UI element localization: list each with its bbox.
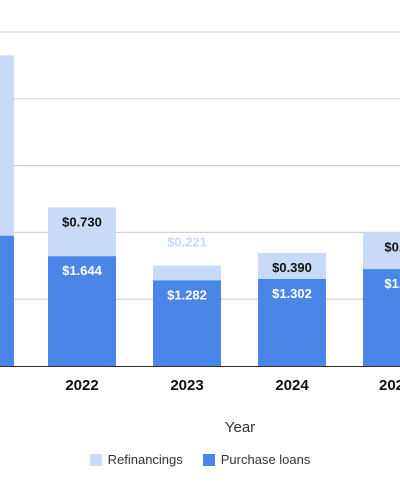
bar-refinancings bbox=[153, 265, 221, 281]
x-tick-label: 2022 bbox=[65, 377, 98, 394]
data-label-refinancings: $0.221 bbox=[167, 235, 207, 250]
bar-purchase-loans bbox=[258, 279, 326, 366]
bar-refinancings bbox=[48, 207, 116, 257]
x-tick-label: 2024 bbox=[275, 377, 309, 394]
data-label-purchase-loans: $1.644 bbox=[62, 263, 103, 278]
data-label-refinancings: $0.5 bbox=[384, 239, 400, 254]
legend: Refinancings Purchase loans bbox=[0, 452, 400, 467]
x-tick-label: 2023 bbox=[170, 377, 203, 394]
legend-swatch-refinancings bbox=[89, 453, 102, 466]
data-label-refinancings: $0.730 bbox=[62, 214, 102, 229]
legend-item-purchase-loans: Purchase loans bbox=[202, 452, 311, 467]
bar-purchase-loans bbox=[153, 280, 221, 366]
data-label-purchase-loans: $1.302 bbox=[272, 286, 312, 301]
legend-label-purchase-loans: Purchase loans bbox=[220, 452, 311, 467]
data-label-purchase-loans: $1.4 bbox=[384, 276, 400, 291]
bar-purchase-loans bbox=[0, 235, 14, 366]
x-axis-title: Year bbox=[225, 419, 255, 436]
data-label-refinancings: $0.390 bbox=[272, 260, 312, 275]
bar-refinancings bbox=[363, 232, 400, 270]
bar-refinancings bbox=[258, 252, 326, 280]
bar-refinancings bbox=[0, 55, 14, 236]
data-label-purchase-loans: $1.282 bbox=[167, 287, 207, 302]
legend-swatch-purchase-loans bbox=[202, 453, 215, 466]
bar-purchase-loans bbox=[363, 269, 400, 366]
legend-item-refinancings: Refinancings bbox=[89, 452, 183, 467]
x-tick-label: 202 bbox=[379, 377, 400, 394]
legend-label-refinancings: Refinancings bbox=[107, 452, 183, 467]
bars: $1.644 $0.730 $1.282 $0.221 $1.302 $0.390 $1.4… bbox=[0, 55, 400, 366]
bar-purchase-loans bbox=[48, 256, 116, 366]
x-tick-labels: 2022 2023 2024 202 bbox=[65, 377, 400, 394]
